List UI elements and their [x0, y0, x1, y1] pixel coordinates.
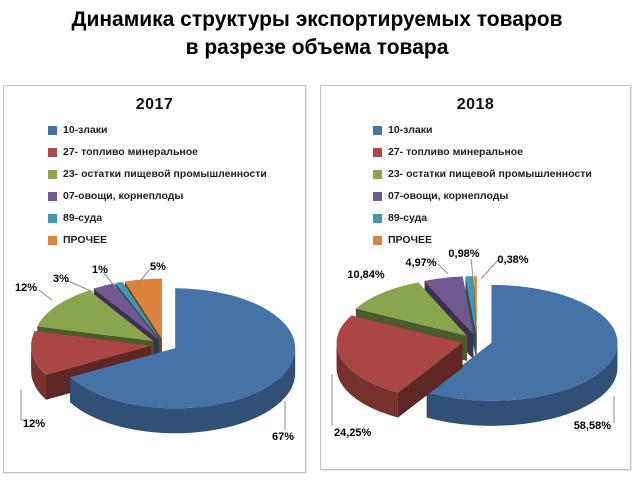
legend-2017: 10-злаки 27- топливо минеральное 23- ост… — [48, 119, 267, 251]
legend-label: 10-злаки — [388, 124, 433, 136]
legend-label: ПРОЧЕЕ — [388, 234, 432, 246]
legend-swatch — [373, 235, 382, 245]
svg-text:5%: 5% — [150, 261, 166, 273]
chart-panel-2017: 2017 10-злаки 27- топливо минеральное 23… — [3, 85, 306, 473]
legend-item: 10-злаки — [48, 119, 267, 141]
pie-chart-2017: 67% 12% 12% 3% 1% 5% — [15, 261, 296, 443]
page-title-line1: Динамика структуры экспортируемых товаро… — [71, 8, 563, 31]
svg-text:4,97%: 4,97% — [405, 257, 436, 269]
page-title-line2: в разрезе объема товара — [185, 36, 449, 59]
legend-label: 07-овощи, корнеплоды — [388, 190, 509, 202]
legend-label: 23- остатки пищевой промышленности — [63, 168, 267, 180]
svg-text:24,25%: 24,25% — [334, 427, 372, 439]
svg-text:1%: 1% — [92, 264, 108, 276]
svg-text:0,98%: 0,98% — [448, 248, 479, 260]
chart-year-2017: 2017 — [135, 96, 174, 113]
legend-item: 23- остатки пищевой промышленности — [48, 163, 267, 185]
legend-label: 07-овощи, корнеплоды — [63, 190, 184, 202]
legend-swatch — [373, 147, 382, 157]
legend-item: 89-суда — [373, 207, 592, 229]
svg-text:12%: 12% — [23, 418, 45, 430]
legend-swatch — [48, 235, 57, 245]
legend-item: ПРОЧЕЕ — [48, 229, 267, 251]
legend-item: 23- остатки пищевой промышленности — [373, 163, 592, 185]
legend-swatch — [373, 191, 382, 201]
legend-item: 27- топливо минеральное — [373, 141, 592, 163]
legend-label: 27- топливо минеральное — [63, 146, 199, 158]
legend-swatch — [48, 125, 57, 135]
svg-text:3%: 3% — [53, 273, 69, 285]
legend-swatch — [48, 213, 57, 223]
legend-item: 07-овощи, корнеплоды — [48, 185, 267, 207]
svg-text:58,58%: 58,58% — [574, 420, 612, 432]
svg-text:67%: 67% — [272, 431, 294, 443]
svg-text:0,38%: 0,38% — [497, 254, 528, 266]
legend-item: 07-овощи, корнеплоды — [373, 185, 592, 207]
svg-text:10,84%: 10,84% — [347, 269, 385, 281]
legend-swatch — [48, 191, 57, 201]
legend-swatch — [48, 169, 57, 179]
chart-panel-2018: 2018 10-злаки 27- топливо минеральное 23… — [320, 85, 631, 470]
legend-item: 27- топливо минеральное — [48, 141, 267, 163]
legend-label: 89-суда — [63, 212, 103, 224]
chart-year-2018: 2018 — [456, 96, 495, 113]
svg-text:12%: 12% — [15, 282, 37, 294]
legend-label: ПРОЧЕЕ — [63, 234, 107, 246]
legend-label: 89-суда — [388, 212, 428, 224]
legend-label: 27- топливо минеральное — [388, 146, 524, 158]
legend-swatch — [48, 147, 57, 157]
legend-item: ПРОЧЕЕ — [373, 229, 592, 251]
legend-swatch — [373, 213, 382, 223]
legend-2018: 10-злаки 27- топливо минеральное 23- ост… — [373, 119, 592, 251]
page-title: Динамика структуры экспортируемых товаро… — [0, 0, 634, 62]
legend-label: 23- остатки пищевой промышленности — [388, 168, 592, 180]
legend-swatch — [373, 169, 382, 179]
legend-item: 10-злаки — [373, 119, 592, 141]
pie-chart-2018: 58,58% 24,25% 10,84% 4,97% 0,98% 0,38% — [331, 248, 618, 439]
legend-swatch — [373, 125, 382, 135]
legend-label: 10-злаки — [63, 124, 108, 136]
legend-item: 89-суда — [48, 207, 267, 229]
